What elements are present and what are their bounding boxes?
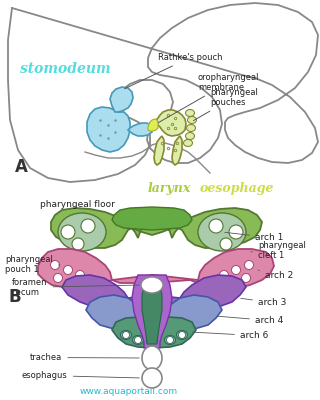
Circle shape	[220, 270, 228, 280]
Circle shape	[123, 332, 130, 338]
Polygon shape	[110, 87, 133, 112]
Circle shape	[53, 274, 62, 282]
Ellipse shape	[186, 110, 195, 116]
Ellipse shape	[187, 124, 196, 132]
Circle shape	[166, 336, 173, 344]
Circle shape	[231, 266, 241, 274]
Text: oesophage: oesophage	[200, 182, 275, 195]
Text: pharyngeal
cleft 1: pharyngeal cleft 1	[251, 240, 306, 260]
Text: arch 2: arch 2	[258, 270, 293, 280]
Text: pharyngeal
pouch 1: pharyngeal pouch 1	[5, 254, 60, 274]
Polygon shape	[132, 275, 172, 348]
Polygon shape	[154, 136, 164, 165]
Circle shape	[242, 274, 251, 282]
Polygon shape	[157, 110, 186, 136]
Ellipse shape	[177, 330, 188, 340]
Text: oropharyngeal
membrane: oropharyngeal membrane	[158, 73, 260, 123]
Circle shape	[220, 238, 232, 250]
Polygon shape	[148, 119, 158, 131]
Text: arch 1: arch 1	[225, 232, 284, 242]
Circle shape	[229, 225, 243, 239]
Polygon shape	[128, 123, 152, 136]
Ellipse shape	[164, 336, 175, 344]
Circle shape	[76, 270, 84, 280]
Text: arch 3: arch 3	[241, 298, 286, 307]
Polygon shape	[112, 207, 192, 230]
Polygon shape	[38, 249, 274, 289]
Text: trachea: trachea	[30, 353, 139, 362]
Ellipse shape	[58, 213, 106, 251]
Ellipse shape	[188, 116, 196, 124]
Circle shape	[244, 260, 253, 270]
Circle shape	[72, 238, 84, 250]
Polygon shape	[87, 107, 130, 152]
Polygon shape	[172, 136, 182, 165]
Circle shape	[179, 332, 186, 338]
Text: A: A	[15, 158, 28, 176]
Text: www.aquaportail.com: www.aquaportail.com	[80, 387, 178, 396]
Text: arch 6: arch 6	[193, 331, 268, 340]
Ellipse shape	[141, 277, 163, 293]
Polygon shape	[86, 295, 222, 330]
Text: arch 4: arch 4	[218, 316, 283, 325]
Circle shape	[61, 225, 75, 239]
Ellipse shape	[121, 330, 132, 340]
Text: B: B	[8, 288, 20, 306]
Circle shape	[134, 336, 141, 344]
Circle shape	[51, 260, 60, 270]
Text: esophagus: esophagus	[22, 371, 139, 380]
Circle shape	[63, 266, 73, 274]
Ellipse shape	[186, 132, 195, 140]
Ellipse shape	[132, 336, 143, 344]
Text: Rathke's pouch: Rathke's pouch	[124, 53, 222, 89]
Text: stomodeum: stomodeum	[20, 62, 111, 76]
Polygon shape	[51, 208, 262, 248]
Text: larynx: larynx	[148, 182, 191, 195]
Ellipse shape	[142, 346, 162, 370]
Text: pharyngeal floor: pharyngeal floor	[40, 200, 115, 209]
Ellipse shape	[198, 213, 246, 251]
Circle shape	[209, 219, 223, 233]
Polygon shape	[62, 275, 246, 309]
Polygon shape	[142, 282, 162, 344]
Text: pharyngeal
pouches: pharyngeal pouches	[193, 88, 258, 121]
Circle shape	[142, 368, 162, 388]
Polygon shape	[112, 317, 196, 348]
Text: foramen
cecum: foramen cecum	[12, 278, 139, 297]
Circle shape	[81, 219, 95, 233]
Ellipse shape	[183, 140, 193, 146]
